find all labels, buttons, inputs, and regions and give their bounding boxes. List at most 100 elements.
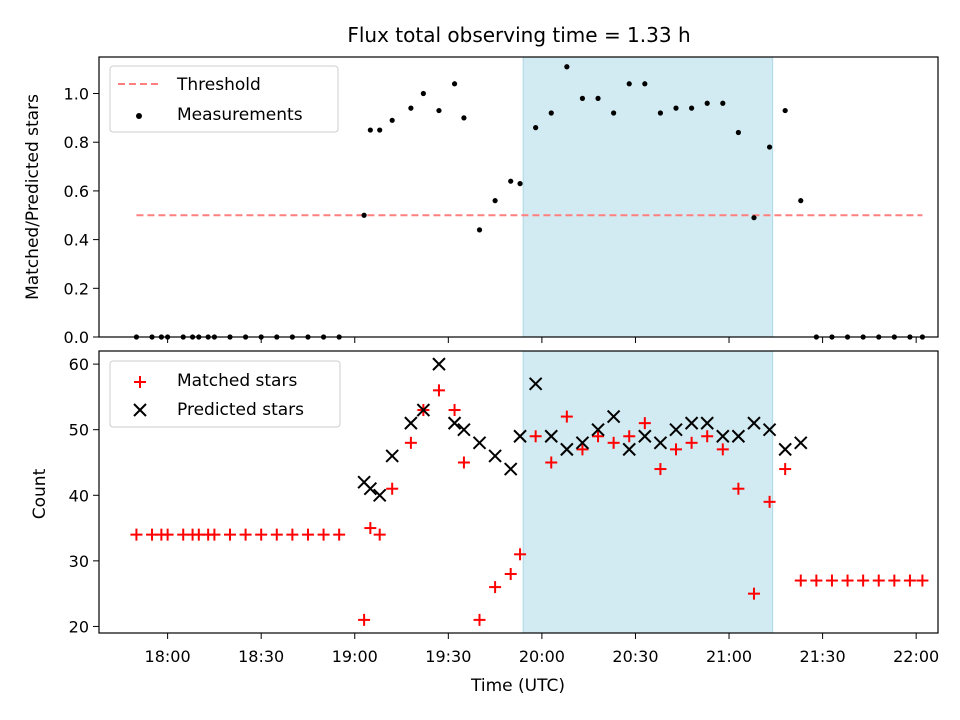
- y-tick-label: 60: [69, 355, 89, 374]
- matched-star-point: [223, 528, 236, 541]
- matched-star-point: [654, 463, 667, 476]
- y-tick-label: 50: [69, 421, 89, 440]
- matched-star-point: [701, 430, 714, 443]
- matched-star-point: [794, 574, 807, 587]
- matched-star-point: [916, 574, 929, 587]
- x-tick-label: 19:00: [332, 647, 378, 666]
- matched-star-point: [529, 430, 542, 443]
- predicted-star-point: [457, 422, 471, 437]
- measurement-point: [766, 144, 773, 150]
- matched-star-point: [514, 548, 527, 561]
- x-tick-label: 18:00: [145, 647, 191, 666]
- predicted-star-point: [638, 429, 652, 443]
- measurement-point: [548, 110, 554, 116]
- predicted-star-point: [622, 442, 636, 457]
- predicted-star-point: [385, 449, 399, 463]
- y-tick-label: 20: [69, 617, 89, 636]
- predicted-star-point: [669, 422, 683, 437]
- matched-star-point: [270, 528, 283, 541]
- matched-star-point: [317, 528, 330, 541]
- x-tick-label: 21:00: [706, 647, 752, 666]
- measurements-legend-label: Measurements: [177, 105, 303, 125]
- matched-star-point: [255, 528, 268, 541]
- predicted-star-point: [528, 377, 543, 391]
- measurement-point: [476, 227, 483, 233]
- predicted-star-point: [731, 429, 746, 443]
- matched-star-point: [301, 528, 314, 541]
- predicted-star-point: [575, 436, 590, 450]
- x-tick-label: 19:30: [425, 647, 471, 666]
- matched-star-point: [386, 482, 399, 495]
- matched-star-point: [903, 574, 916, 587]
- matched-star-point: [473, 613, 486, 626]
- y-tick-label: 0.4: [64, 231, 89, 250]
- matched-star-point: [607, 436, 620, 449]
- y-tick-label: 1.0: [64, 85, 89, 104]
- predicted-star-point: [447, 416, 462, 430]
- predicted-star-point: [591, 422, 605, 437]
- y-tick-label: 0.8: [64, 133, 89, 152]
- matched-legend-label: Matched stars: [177, 371, 297, 391]
- top-axes-frame: [98, 56, 939, 338]
- predicted-legend-marker: [133, 403, 147, 417]
- figure-title: Flux total observing time = 1.33 h: [347, 23, 690, 47]
- predicted-star-point: [560, 442, 574, 457]
- matched-star-point: [404, 436, 417, 449]
- measurement-point: [611, 110, 617, 116]
- matched-star-point: [364, 522, 377, 535]
- y-tick-label: 0.6: [64, 182, 89, 201]
- x-tick-label: 21:30: [800, 647, 846, 666]
- measurement-point: [720, 100, 726, 106]
- matched-star-point: [825, 574, 838, 587]
- top-shaded-region: [522, 56, 774, 338]
- predicted-star-point: [513, 429, 527, 443]
- matched-star-point: [358, 613, 371, 626]
- measurement-point: [408, 105, 414, 111]
- bottom-axes-frame: [98, 350, 939, 634]
- predicted-star-point: [503, 462, 518, 476]
- measurement-point: [564, 64, 570, 70]
- measurement-point: [751, 215, 757, 221]
- measurement-point: [657, 110, 664, 116]
- predicted-star-point: [716, 429, 730, 443]
- matched-star-point: [670, 443, 683, 456]
- predicted-star-point: [363, 482, 378, 496]
- measurement-point: [492, 198, 498, 204]
- predicted-legend-label: Predicted stars: [177, 400, 304, 420]
- matched-star-point: [286, 528, 299, 541]
- predicted-star-point: [472, 436, 487, 450]
- x-tick-label: 18:30: [238, 647, 284, 666]
- top-panel: 0.0 0.2 0.4 0.6 0.8 1.0 Matched/Predicted sta…: [23, 56, 939, 347]
- measurement-point: [420, 90, 426, 97]
- threshold-legend-label: Threshold: [176, 75, 261, 95]
- predicted-star-point: [416, 403, 431, 417]
- measurement-point: [361, 212, 367, 218]
- y-tick-label: 30: [69, 552, 89, 571]
- measurement-point: [517, 181, 523, 187]
- matched-star-point: [448, 404, 461, 417]
- predicted-star-point: [432, 357, 446, 371]
- predicted-star-point: [488, 449, 502, 463]
- bottom-panel: 20 30 40 50 60 18:00 18:30 19:00 19:30 20:00 20:3…: [30, 350, 939, 696]
- matched-star-point: [716, 443, 729, 456]
- y-tick-label: 0.0: [64, 328, 89, 347]
- matched-star-point: [592, 430, 605, 443]
- predicted-star-point: [404, 416, 418, 430]
- matched-star-point: [888, 574, 901, 587]
- predicted-star-point: [544, 429, 558, 443]
- bottom-shaded-region: [522, 350, 774, 634]
- predicted-star-point: [653, 436, 668, 450]
- matched-star-point: [504, 567, 517, 580]
- x-axis-label: Time (UTC): [470, 676, 565, 696]
- predicted-star-point: [794, 436, 808, 450]
- measurement-point: [389, 117, 395, 123]
- measurement-point: [533, 125, 539, 131]
- measurement-point: [704, 100, 710, 106]
- measurement-point: [642, 81, 648, 87]
- matched-star-point: [373, 528, 386, 541]
- matched-star-point: [489, 581, 502, 594]
- matched-star-point: [208, 528, 221, 541]
- matched-star-point: [841, 574, 854, 587]
- matched-star-point: [432, 384, 445, 397]
